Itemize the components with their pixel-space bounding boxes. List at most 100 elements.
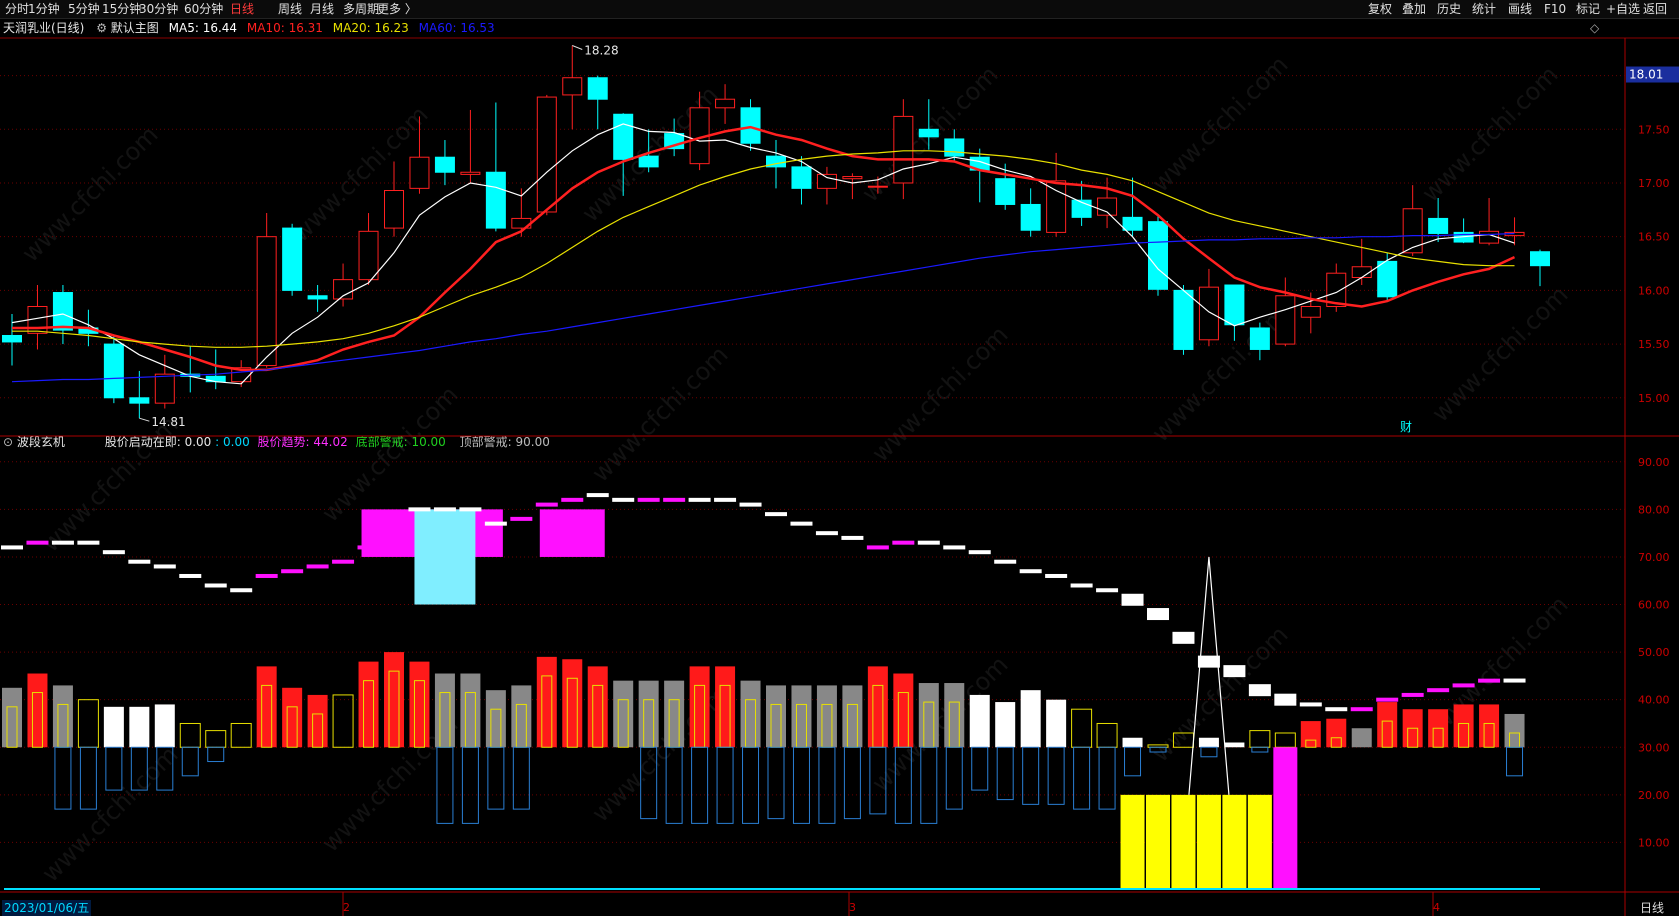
magenta-block-1	[539, 509, 605, 557]
upper-bar-35	[893, 673, 914, 748]
toolbar-right-item-1[interactable]: 叠加	[1402, 2, 1427, 16]
upper-bar-38	[969, 694, 990, 748]
trend-seg-47	[1197, 655, 1220, 668]
upper-bar-12	[307, 694, 328, 748]
toolbar-item-0[interactable]: 分时	[5, 2, 30, 16]
candle-body-21	[536, 96, 557, 213]
candle-body-18	[460, 171, 481, 175]
candle-body-34	[867, 185, 888, 188]
candle-body-23	[587, 77, 608, 100]
toolbar-right-item-0[interactable]: 复权	[1368, 2, 1393, 16]
upper-bar-13	[332, 694, 354, 748]
ma10-label: MA10: 16.31	[246, 21, 323, 35]
toolbar-item-7[interactable]: 周线	[278, 2, 303, 16]
upper-bar-15	[384, 652, 404, 748]
main-tick-4: 16.00	[1638, 284, 1670, 297]
upper-bar-51	[1300, 721, 1321, 748]
toolbar-right-item-6[interactable]: 标记	[1576, 2, 1601, 16]
ma-line-ma5	[11, 123, 1515, 385]
trend-seg-10	[255, 573, 278, 578]
toolbar-right-item-7[interactable]: +自选	[1606, 2, 1641, 16]
collapse-toggle-icon[interactable]: ◇	[1590, 21, 1600, 35]
toolbar-item-4[interactable]: 30分钟	[139, 2, 179, 16]
upper-bar-22	[562, 659, 583, 748]
candle-body-43	[1097, 197, 1118, 216]
toolbar-item-10[interactable]: 更多 〉	[377, 2, 417, 16]
upper-bar-52	[1326, 718, 1347, 748]
toolbar-right-item-3[interactable]: 统计	[1472, 2, 1497, 16]
finance-marker-icon[interactable]: 财	[1400, 420, 1413, 434]
lower-bar-3	[79, 746, 97, 810]
trend-seg-3	[77, 540, 100, 545]
warning-bar-0-48	[1222, 794, 1247, 890]
upper-bar-21	[536, 656, 557, 748]
trend-seg-9	[230, 588, 253, 593]
trend-seg-27	[688, 497, 711, 502]
upper-bar-27	[689, 666, 710, 748]
warning-bar-0-45	[1146, 794, 1170, 890]
toolbar-right-item-4[interactable]: 画线	[1508, 2, 1533, 16]
trend-seg-2	[51, 540, 74, 545]
lower-bar-36	[920, 746, 938, 824]
trend-seg-44	[1121, 593, 1144, 606]
trend-seg-33	[841, 535, 864, 540]
toolbar-item-8[interactable]: 月线	[310, 2, 335, 16]
candle-body-22	[562, 77, 583, 96]
toolbar-item-1[interactable]: 1分钟	[28, 2, 60, 16]
lower-bar-41	[1047, 746, 1065, 805]
sub-tick-8: 10.00	[1638, 836, 1670, 849]
toolbar-right-item-5[interactable]: F10	[1544, 2, 1567, 16]
trend-seg-0	[1, 545, 23, 550]
candle-body-54	[1377, 260, 1398, 298]
candle-body-32	[816, 173, 837, 189]
toolbar-right-item-2[interactable]: 历史	[1437, 2, 1462, 16]
lower-bar-59	[1506, 746, 1524, 777]
main-tick-3: 16.50	[1638, 231, 1670, 244]
ma-line-ma20	[12, 150, 1515, 348]
candle-body-2	[52, 292, 73, 331]
ma-line-ma60	[11, 232, 1515, 383]
trend-seg-32	[815, 531, 838, 536]
upper-bar-inner-54	[1381, 720, 1393, 748]
candle-body-12	[307, 295, 328, 300]
upper-bar-17	[434, 673, 455, 748]
trend-seg-41	[1045, 573, 1068, 578]
upper-bar-48	[1224, 742, 1245, 748]
candle-body-25	[638, 155, 659, 168]
toolbar-item-6[interactable]: 日线	[230, 2, 255, 16]
upper-bar-46	[1172, 732, 1194, 748]
upper-bar-inner-0	[6, 706, 18, 748]
candle-body-4	[103, 343, 124, 399]
toolbar-right-item-8[interactable]: 返回	[1643, 2, 1668, 16]
candle-body-41	[1046, 180, 1067, 233]
lower-bar-2	[54, 746, 72, 810]
toolbar-item-2[interactable]: 5分钟	[68, 2, 100, 16]
lower-bar-25	[640, 746, 658, 820]
trend-seg-56	[1427, 688, 1450, 693]
toolbar-item-9[interactable]: 多周期	[343, 2, 380, 16]
trend-seg-50	[1274, 693, 1297, 706]
lower-bar-30	[767, 746, 785, 820]
candle-body-37	[944, 138, 965, 157]
template-label[interactable]: 默认主图	[110, 21, 159, 35]
settings-gear-icon[interactable]: ⚙	[96, 21, 107, 35]
lower-bar-27	[691, 746, 709, 824]
candle-body-60	[1530, 251, 1550, 267]
sub-indicator-toggle-icon[interactable]: ⊙	[3, 435, 14, 449]
upper-bar-inner-1	[31, 692, 43, 748]
upper-bar-2	[52, 685, 73, 748]
indicator-name[interactable]: 波段玄机	[16, 435, 65, 449]
stock-title: 天润乳业(日线)	[3, 21, 85, 35]
trend-seg-36	[917, 540, 940, 545]
trend-seg-34	[866, 545, 889, 550]
toolbar-item-3[interactable]: 15分钟	[102, 2, 142, 16]
upper-bar-49	[1249, 730, 1271, 748]
toolbar-item-5[interactable]: 60分钟	[184, 2, 224, 16]
warning-bar-0-44	[1120, 794, 1145, 890]
start-label: 股价启动在即: 0.00	[104, 435, 212, 449]
trend-seg-14	[357, 545, 380, 550]
candle-body-14	[358, 230, 379, 281]
trend-seg-58	[1478, 678, 1501, 683]
trend-seg-11	[281, 569, 304, 574]
